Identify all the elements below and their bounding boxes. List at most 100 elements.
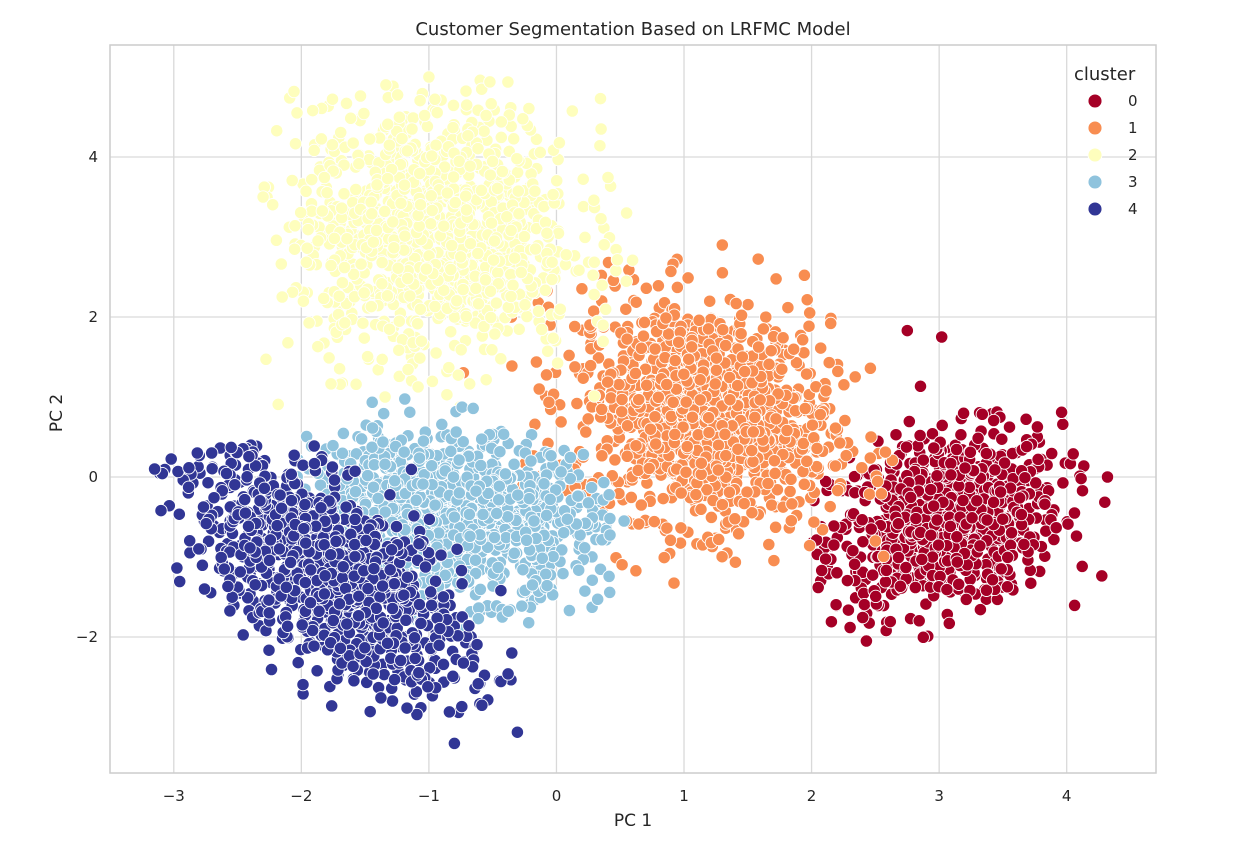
point-cluster-2	[486, 344, 498, 356]
point-cluster-2	[402, 272, 414, 284]
point-cluster-1	[555, 416, 567, 428]
point-cluster-1	[675, 487, 687, 499]
point-cluster-1	[739, 365, 751, 377]
point-cluster-3	[463, 508, 475, 520]
point-cluster-2	[420, 263, 432, 275]
point-cluster-1	[875, 488, 887, 500]
point-cluster-2	[547, 332, 559, 344]
point-cluster-1	[785, 473, 797, 485]
point-cluster-1	[616, 393, 628, 405]
point-cluster-2	[341, 233, 353, 245]
point-cluster-2	[316, 205, 328, 217]
point-cluster-2	[460, 204, 472, 216]
point-cluster-1	[584, 359, 596, 371]
point-cluster-0	[830, 599, 842, 611]
point-cluster-0	[1019, 472, 1031, 484]
point-cluster-3	[372, 492, 384, 504]
point-cluster-0	[964, 446, 976, 458]
point-cluster-3	[577, 448, 589, 460]
point-cluster-0	[1046, 447, 1058, 459]
point-cluster-3	[398, 446, 410, 458]
point-cluster-2	[308, 144, 320, 156]
point-cluster-2	[325, 378, 337, 390]
point-cluster-1	[834, 437, 846, 449]
point-cluster-1	[681, 440, 693, 452]
point-cluster-3	[502, 511, 514, 523]
point-cluster-0	[1015, 508, 1027, 520]
point-cluster-1	[769, 521, 781, 533]
point-cluster-2	[600, 303, 612, 315]
point-cluster-1	[732, 528, 744, 540]
point-cluster-1	[716, 498, 728, 510]
point-cluster-1	[710, 352, 722, 364]
point-cluster-3	[355, 433, 367, 445]
point-cluster-0	[865, 523, 877, 535]
point-cluster-2	[301, 242, 313, 254]
point-cluster-2	[620, 207, 632, 219]
point-cluster-2	[485, 98, 497, 110]
point-cluster-0	[931, 470, 943, 482]
point-cluster-2	[462, 130, 474, 142]
point-cluster-4	[311, 665, 323, 677]
point-cluster-2	[484, 76, 496, 88]
point-cluster-2	[577, 173, 589, 185]
point-cluster-1	[571, 397, 583, 409]
point-cluster-3	[508, 458, 520, 470]
point-cluster-3	[404, 406, 416, 418]
point-cluster-1	[710, 364, 722, 376]
point-cluster-2	[414, 303, 426, 315]
point-cluster-0	[894, 580, 906, 592]
point-cluster-0	[945, 457, 957, 469]
point-cluster-1	[747, 426, 759, 438]
point-cluster-1	[686, 341, 698, 353]
point-cluster-2	[509, 252, 521, 264]
point-cluster-2	[452, 369, 464, 381]
point-cluster-1	[786, 498, 798, 510]
point-cluster-2	[418, 109, 430, 121]
point-cluster-1	[667, 396, 679, 408]
point-cluster-2	[438, 220, 450, 232]
point-cluster-0	[1018, 538, 1030, 550]
point-cluster-3	[417, 478, 429, 490]
point-cluster-2	[353, 158, 365, 170]
point-cluster-1	[717, 324, 729, 336]
point-cluster-2	[541, 227, 553, 239]
point-cluster-2	[288, 243, 300, 255]
point-cluster-2	[426, 150, 438, 162]
point-cluster-2	[358, 332, 370, 344]
point-cluster-0	[1068, 507, 1080, 519]
point-cluster-0	[971, 495, 983, 507]
point-cluster-1	[777, 332, 789, 344]
point-cluster-1	[754, 394, 766, 406]
point-cluster-1	[678, 368, 690, 380]
point-cluster-1	[533, 383, 545, 395]
point-cluster-4	[375, 692, 387, 704]
point-cluster-1	[865, 431, 877, 443]
point-cluster-0	[910, 512, 922, 524]
point-cluster-1	[763, 358, 775, 370]
point-cluster-2	[421, 120, 433, 132]
point-cluster-0	[959, 462, 971, 474]
point-cluster-0	[951, 556, 963, 568]
point-cluster-3	[586, 574, 598, 586]
point-cluster-1	[635, 342, 647, 354]
point-cluster-1	[716, 551, 728, 563]
point-cluster-3	[337, 427, 349, 439]
point-cluster-2	[391, 89, 403, 101]
point-cluster-1	[716, 239, 728, 251]
point-cluster-2	[475, 184, 487, 196]
point-cluster-0	[974, 540, 986, 552]
point-cluster-2	[546, 256, 558, 268]
point-cluster-0	[957, 494, 969, 506]
point-cluster-2	[404, 290, 416, 302]
point-cluster-2	[399, 230, 411, 242]
point-cluster-2	[505, 224, 517, 236]
point-cluster-2	[518, 230, 530, 242]
point-cluster-0	[1003, 421, 1015, 433]
point-cluster-2	[470, 282, 482, 294]
point-cluster-2	[464, 160, 476, 172]
point-cluster-2	[445, 263, 457, 275]
point-cluster-2	[554, 303, 566, 315]
point-cluster-1	[803, 539, 815, 551]
point-cluster-2	[579, 231, 591, 243]
